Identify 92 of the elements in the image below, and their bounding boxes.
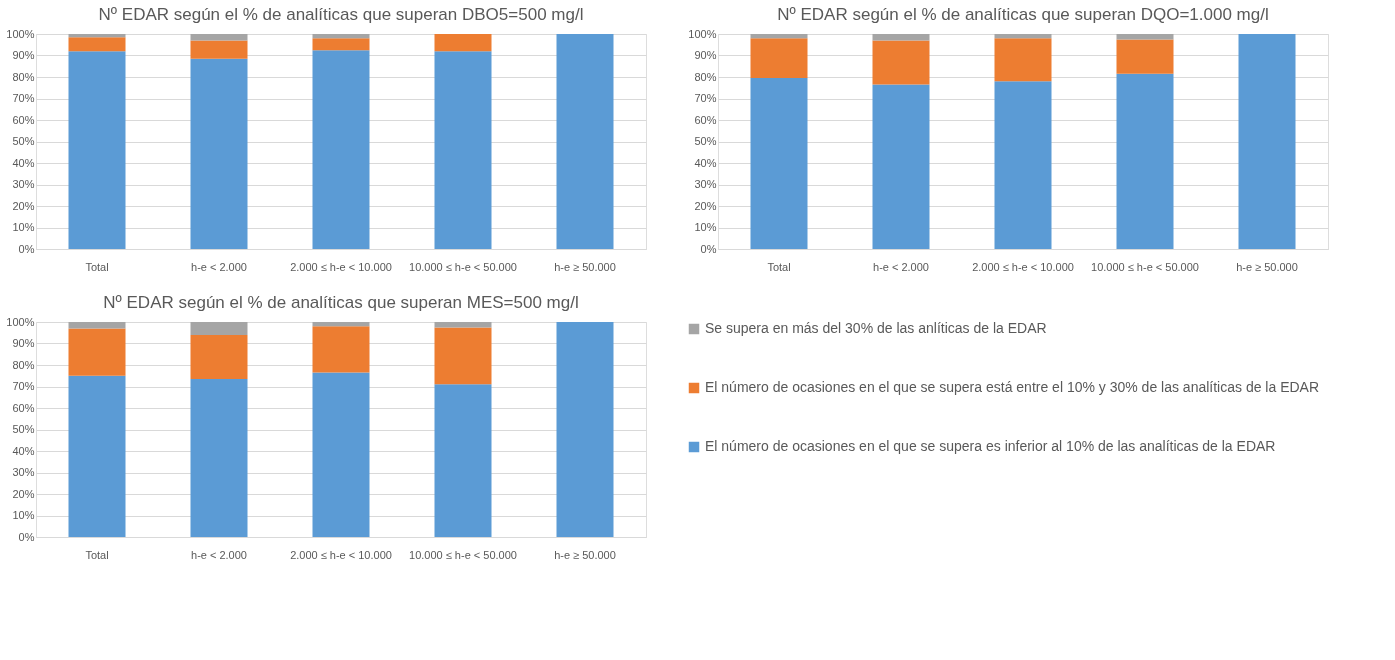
y-tick-label: 20% bbox=[12, 199, 35, 212]
y-tick-label: 10% bbox=[12, 509, 35, 521]
x-tick-label: h-e ≥ 50.000 bbox=[554, 260, 616, 273]
bar bbox=[312, 372, 370, 537]
bar bbox=[556, 34, 614, 249]
bar bbox=[750, 78, 808, 249]
y-tick-label: 70% bbox=[12, 380, 35, 392]
bar bbox=[434, 51, 492, 249]
bar bbox=[872, 40, 930, 85]
chart-title: Nº EDAR según el % de analíticas que superan MES=500 mg/l bbox=[103, 293, 579, 312]
y-tick-label: 0% bbox=[18, 242, 35, 255]
y-tick-label: 50% bbox=[694, 135, 717, 147]
bar bbox=[190, 322, 248, 335]
x-tick-label: h-e ≥ 50.000 bbox=[554, 548, 616, 561]
y-tick-label: 100% bbox=[688, 27, 717, 40]
x-tick-label: Total bbox=[767, 260, 791, 273]
y-tick-label: 70% bbox=[694, 92, 717, 104]
bar bbox=[190, 378, 248, 537]
y-tick-label: 30% bbox=[694, 178, 717, 190]
bar bbox=[190, 334, 248, 379]
x-tick-label: Total bbox=[85, 548, 109, 561]
bar bbox=[190, 58, 248, 249]
y-tick-label: 20% bbox=[694, 199, 717, 212]
x-tick-label: h-e < 2.000 bbox=[873, 260, 929, 273]
legend-label: El número de ocasiones en el que se supera es inferior al 10% de las analíticas de la EDAR bbox=[705, 438, 1276, 454]
y-tick-label: 30% bbox=[12, 178, 35, 190]
x-tick-label: h-e < 2.000 bbox=[191, 260, 247, 273]
y-tick-label: 90% bbox=[12, 49, 35, 61]
y-tick-label: 80% bbox=[12, 70, 35, 83]
x-tick-label: h-e ≥ 50.000 bbox=[1236, 260, 1298, 273]
y-tick-label: 100% bbox=[6, 315, 35, 328]
y-tick-label: 40% bbox=[12, 156, 35, 169]
bar bbox=[994, 81, 1052, 249]
legend-label: El número de ocasiones en el que se supera está entre el 10% y 30% de las analíticas de la EDAR bbox=[705, 379, 1320, 395]
x-tick-label: 10.000 ≤ h-e < 50.000 bbox=[1091, 260, 1199, 273]
y-tick-label: 0% bbox=[18, 530, 35, 543]
y-tick-label: 30% bbox=[12, 466, 35, 478]
y-tick-label: 90% bbox=[694, 49, 717, 61]
bar bbox=[68, 375, 126, 537]
legend-label: Se supera en más del 30% de las anlíticas de la EDAR bbox=[705, 320, 1047, 336]
y-tick-label: 60% bbox=[12, 113, 35, 126]
x-tick-label: h-e < 2.000 bbox=[191, 548, 247, 561]
bar bbox=[872, 34, 930, 41]
bar bbox=[68, 328, 126, 376]
y-tick-label: 70% bbox=[12, 92, 35, 104]
bar bbox=[68, 51, 126, 249]
x-tick-label: 2.000 ≤ h-e < 10.000 bbox=[290, 260, 392, 273]
bar bbox=[312, 322, 370, 327]
y-tick-label: 40% bbox=[694, 156, 717, 169]
y-tick-label: 60% bbox=[694, 113, 717, 126]
bar bbox=[994, 38, 1052, 82]
x-tick-label: 2.000 ≤ h-e < 10.000 bbox=[290, 548, 392, 561]
bar bbox=[68, 34, 126, 38]
y-tick-label: 20% bbox=[12, 487, 35, 500]
bar bbox=[750, 34, 808, 39]
y-tick-label: 60% bbox=[12, 401, 35, 414]
bar bbox=[1116, 39, 1174, 74]
bar bbox=[68, 322, 126, 329]
bar bbox=[312, 326, 370, 373]
bar bbox=[68, 37, 126, 52]
y-tick-label: 40% bbox=[12, 444, 35, 457]
bar bbox=[190, 40, 248, 59]
bar bbox=[1116, 34, 1174, 40]
bar bbox=[190, 34, 248, 41]
y-tick-label: 50% bbox=[12, 135, 35, 147]
y-tick-label: 10% bbox=[12, 221, 35, 233]
y-tick-label: 50% bbox=[12, 423, 35, 435]
y-tick-label: 0% bbox=[700, 242, 717, 255]
bar bbox=[750, 38, 808, 79]
y-tick-label: 10% bbox=[694, 221, 717, 233]
y-tick-label: 80% bbox=[694, 70, 717, 83]
bar bbox=[312, 50, 370, 249]
x-tick-label: 10.000 ≤ h-e < 50.000 bbox=[409, 260, 517, 273]
y-tick-label: 80% bbox=[12, 358, 35, 371]
chart-title: Nº EDAR según el % de analíticas que superan DBO5=500 mg/l bbox=[98, 5, 584, 24]
x-tick-label: Total bbox=[85, 260, 109, 273]
bar bbox=[434, 327, 492, 385]
y-tick-label: 90% bbox=[12, 337, 35, 349]
bar bbox=[556, 322, 614, 537]
bar bbox=[434, 322, 492, 328]
bar bbox=[434, 34, 492, 52]
y-tick-label: 100% bbox=[6, 27, 35, 40]
bar bbox=[1238, 34, 1296, 249]
bar bbox=[994, 34, 1052, 39]
bar bbox=[1116, 73, 1174, 249]
bar bbox=[312, 34, 370, 39]
bar bbox=[312, 38, 370, 51]
x-tick-label: 2.000 ≤ h-e < 10.000 bbox=[972, 260, 1074, 273]
bar bbox=[434, 384, 492, 537]
chart-title: Nº EDAR según el % de analíticas que superan DQO=1.000 mg/l bbox=[777, 5, 1269, 24]
bar bbox=[872, 84, 930, 249]
x-tick-label: 10.000 ≤ h-e < 50.000 bbox=[409, 548, 517, 561]
